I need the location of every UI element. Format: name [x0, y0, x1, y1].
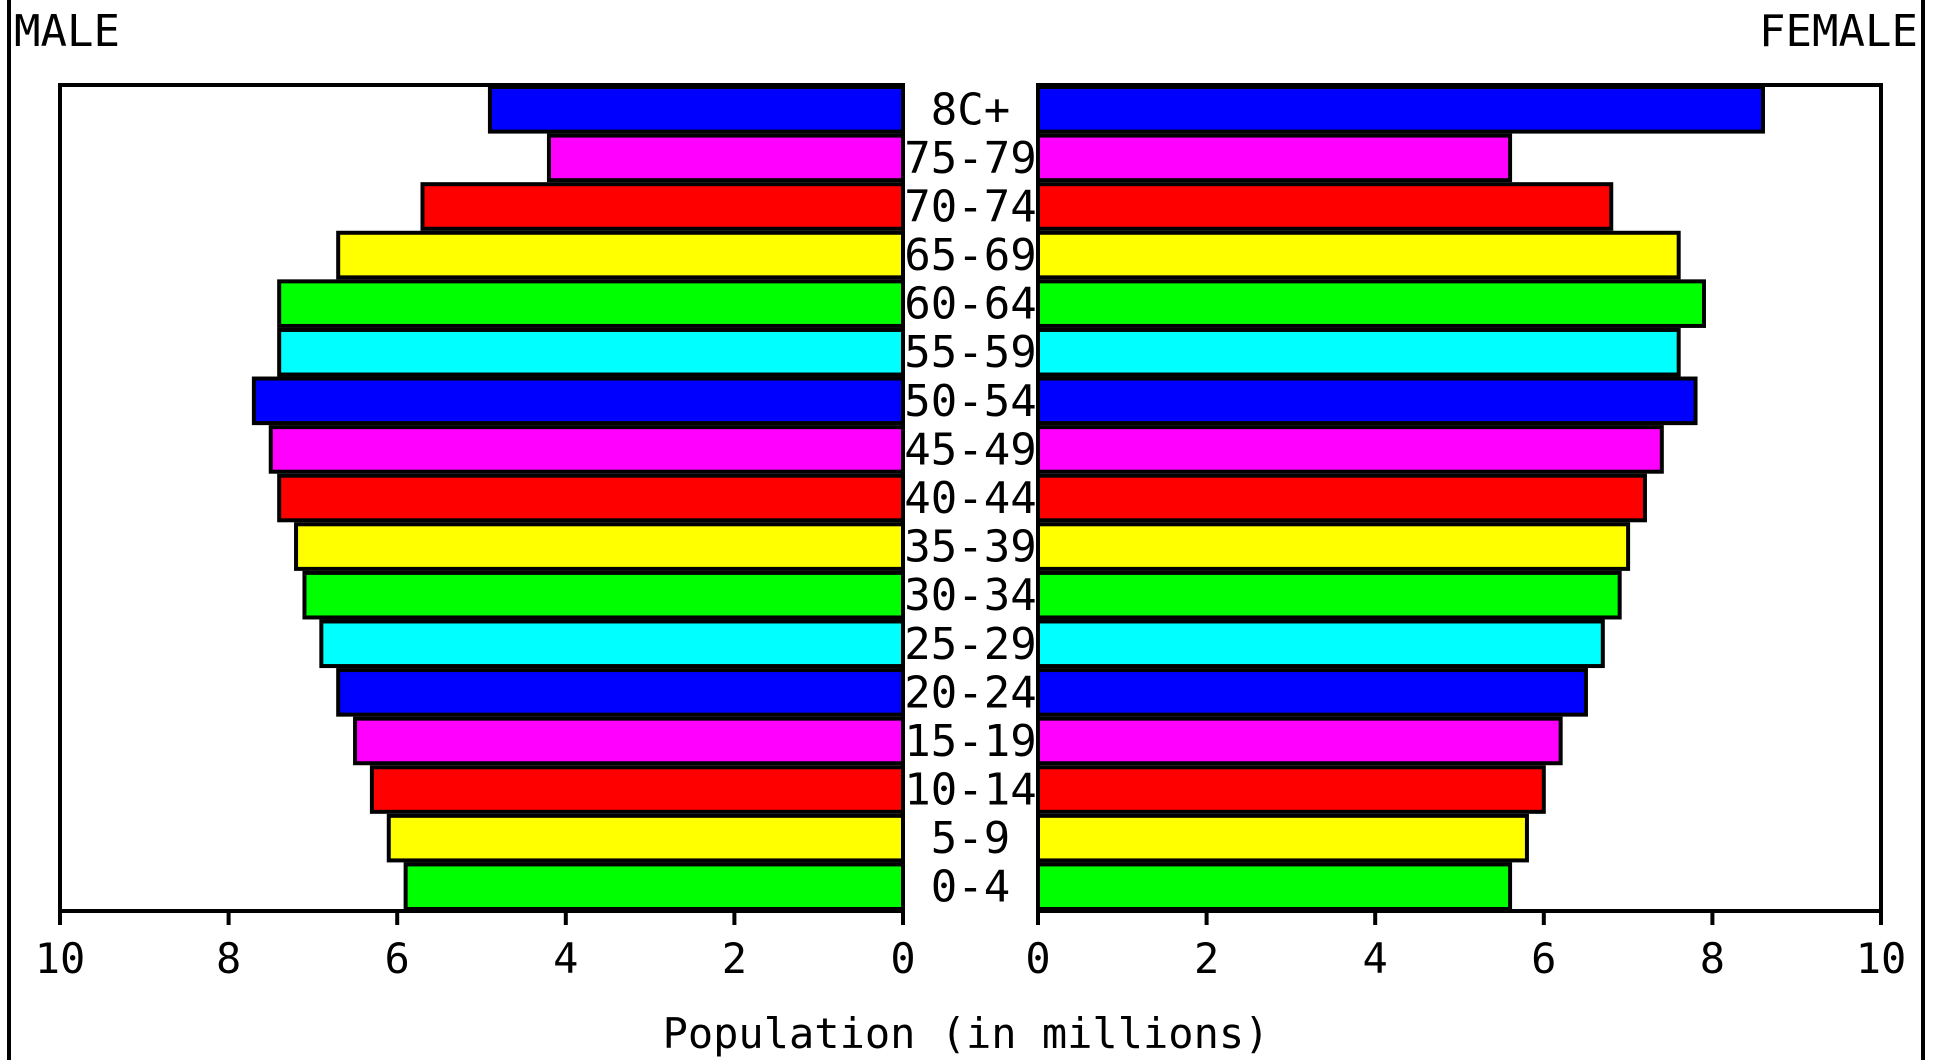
female-bar-10-14	[1036, 765, 1546, 814]
male-label: MALE	[14, 6, 120, 57]
age-group-label: 35-39	[904, 522, 1036, 573]
male-bar-0-4	[403, 862, 905, 911]
female-bar-55-59	[1036, 327, 1681, 377]
male-bar-60-64	[277, 279, 905, 328]
age-group-labels: 8C+75-7970-7465-6960-6455-5950-5445-4940…	[904, 84, 1036, 912]
male-bar-20-24	[336, 668, 905, 717]
female-tick-label: 6	[1531, 934, 1556, 983]
male-tick-label: 2	[722, 934, 747, 983]
male-panel-frame	[58, 83, 905, 913]
male-tick-label: 4	[553, 934, 578, 983]
age-group-label: 40-44	[904, 473, 1036, 524]
x-axis-title: Population (in millions)	[663, 1009, 1270, 1058]
age-group-label: 25-29	[904, 619, 1036, 670]
female-bar-80+	[1036, 85, 1765, 134]
age-group-label: 65-69	[904, 230, 1036, 281]
male-bar-15-19	[353, 716, 905, 766]
female-bar-15-19	[1036, 716, 1563, 766]
female-tick-label: 4	[1363, 934, 1388, 983]
female-label: FEMALE	[1759, 6, 1918, 57]
male-bar-10-14	[369, 765, 906, 814]
age-group-label: 75-79	[904, 133, 1036, 184]
male-tick-label: 0	[890, 934, 915, 983]
female-x-axis: 0 2 4 6 8 10	[1025, 911, 1906, 983]
female-bar-70-74	[1036, 182, 1614, 231]
age-group-label: 0-4	[931, 862, 1010, 913]
male-bar-35-39	[294, 522, 906, 571]
age-group-label: 15-19	[904, 716, 1036, 767]
age-group-label: 30-34	[904, 570, 1036, 621]
male-bar-25-29	[319, 619, 905, 669]
male-bar-80+	[487, 85, 905, 134]
female-bar-30-34	[1036, 570, 1622, 620]
female-bars	[1036, 85, 1765, 911]
age-group-label: 5-9	[931, 813, 1010, 864]
male-bar-50-54	[251, 376, 905, 426]
age-group-label: 10-14	[904, 765, 1036, 816]
male-bar-5-9	[386, 813, 905, 863]
male-bar-55-59	[277, 327, 905, 377]
age-group-label: 20-24	[904, 667, 1036, 718]
female-bar-0-4	[1036, 862, 1513, 911]
female-bar-45-49	[1036, 425, 1664, 474]
female-bar-35-39	[1036, 522, 1631, 571]
female-bar-50-54	[1036, 376, 1698, 426]
female-tick-label: 8	[1700, 934, 1725, 983]
age-group-label: 60-64	[904, 279, 1036, 330]
female-bar-40-44	[1036, 473, 1647, 523]
female-bar-60-64	[1036, 279, 1706, 328]
male-bar-45-49	[268, 425, 905, 474]
age-group-label: 70-74	[904, 181, 1036, 232]
age-group-label: 45-49	[904, 424, 1036, 475]
male-tick-label: 8	[216, 934, 241, 983]
age-group-label: 8C+	[931, 84, 1010, 135]
female-tick-label: 2	[1194, 934, 1219, 983]
female-panel-frame	[1036, 83, 1883, 913]
age-group-label: 50-54	[904, 376, 1036, 427]
male-bars	[251, 85, 906, 911]
male-tick-label: 10	[35, 934, 86, 983]
male-x-axis: 10 8 6 4 2 0	[35, 911, 916, 983]
male-tick-label: 6	[385, 934, 410, 983]
male-bar-75-79	[546, 133, 905, 183]
female-tick-label: 10	[1856, 934, 1907, 983]
male-bar-70-74	[420, 182, 905, 231]
female-tick-label: 0	[1025, 934, 1050, 983]
male-bar-40-44	[277, 473, 905, 523]
female-bar-20-24	[1036, 668, 1588, 717]
age-group-label: 55-59	[904, 327, 1036, 378]
male-bar-65-69	[336, 230, 905, 280]
female-bar-25-29	[1036, 619, 1605, 669]
male-bar-30-34	[302, 570, 906, 620]
female-bar-75-79	[1036, 133, 1513, 183]
female-bar-5-9	[1036, 813, 1529, 863]
female-bar-65-69	[1036, 230, 1681, 280]
